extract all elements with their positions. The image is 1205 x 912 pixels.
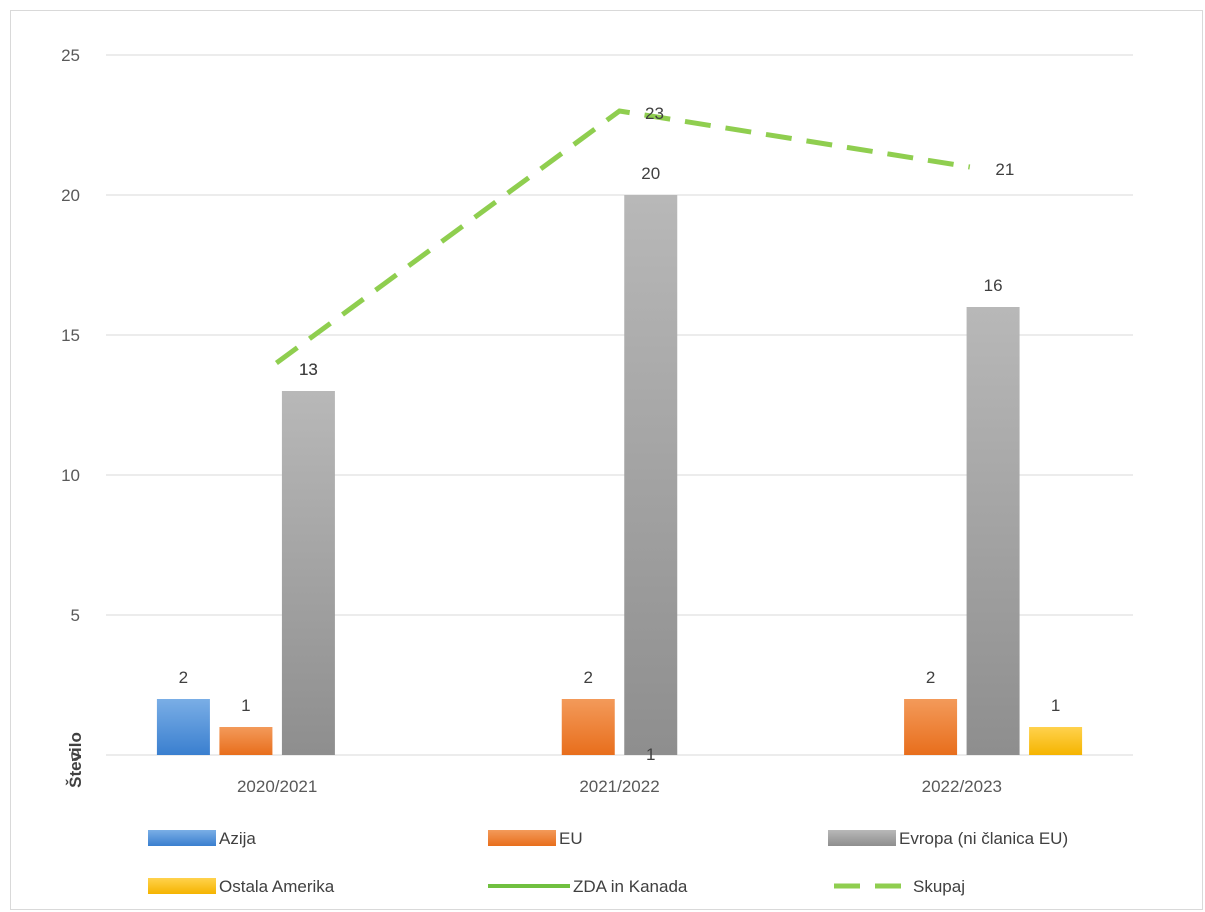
data-label: 1 <box>241 696 250 715</box>
data-label: 20 <box>641 164 660 183</box>
legend-label: Evropa (ni članica EU) <box>899 829 1068 848</box>
x-tick-label: 2020/2021 <box>237 777 317 796</box>
bar <box>904 699 958 755</box>
bar <box>281 391 335 755</box>
data-label: 16 <box>984 276 1003 295</box>
data-label: 2 <box>584 668 593 687</box>
legend-swatch <box>488 830 556 846</box>
legend-label: Skupaj <box>913 877 965 896</box>
y-tick-label: 10 <box>61 466 80 485</box>
data-label: 2 <box>926 668 935 687</box>
legend-label: EU <box>559 829 583 848</box>
data-label: 21 <box>995 160 1014 179</box>
y-tick-label: 0 <box>71 746 80 765</box>
legend-label: Azija <box>219 829 256 848</box>
y-tick-label: 20 <box>61 186 80 205</box>
data-label: 1 <box>1051 696 1060 715</box>
data-label: 13 <box>299 360 318 379</box>
legend-swatch <box>828 830 896 846</box>
line-skupaj <box>274 108 971 366</box>
x-axis-ticks: 2020/2021 2021/2022 2022/2023 <box>237 777 1002 796</box>
gridlines <box>106 54 1133 756</box>
bar <box>966 307 1020 755</box>
data-label: 2 <box>179 668 188 687</box>
bar <box>1029 727 1083 755</box>
y-tick-label: 15 <box>61 326 80 345</box>
y-axis-ticks: 0 5 10 15 20 25 <box>61 46 80 765</box>
x-tick-label: 2022/2023 <box>922 777 1002 796</box>
bar <box>624 195 678 755</box>
x-tick-label: 2021/2022 <box>579 777 659 796</box>
legend: Azija EU Evropa (ni članica EU) Ostala Amer… <box>148 829 1068 896</box>
chart-frame <box>10 10 1203 910</box>
legend-swatch <box>148 830 216 846</box>
data-label: 1 <box>646 745 655 764</box>
data-label: 13 <box>299 360 318 379</box>
y-tick-label: 5 <box>71 606 80 625</box>
data-label: 23 <box>645 104 664 123</box>
legend-swatch <box>148 878 216 894</box>
y-tick-label: 25 <box>61 46 80 65</box>
y-axis-title: Število <box>66 732 85 788</box>
lines <box>274 108 971 366</box>
legend-label: Ostala Amerika <box>219 877 335 896</box>
bar <box>561 699 615 755</box>
bar <box>156 699 210 755</box>
bar <box>219 727 273 755</box>
bars <box>156 195 1083 755</box>
legend-label: ZDA in Kanada <box>573 877 688 896</box>
